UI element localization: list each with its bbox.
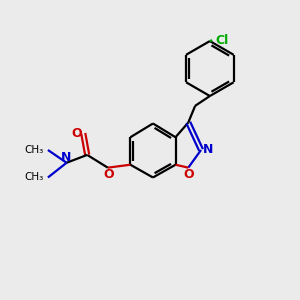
Text: N: N xyxy=(203,143,214,157)
Text: O: O xyxy=(71,127,82,140)
Text: CH₃: CH₃ xyxy=(24,172,44,182)
Text: O: O xyxy=(103,168,114,181)
Text: N: N xyxy=(61,151,71,164)
Text: O: O xyxy=(184,168,194,181)
Text: CH₃: CH₃ xyxy=(24,145,44,155)
Text: Cl: Cl xyxy=(215,34,228,47)
